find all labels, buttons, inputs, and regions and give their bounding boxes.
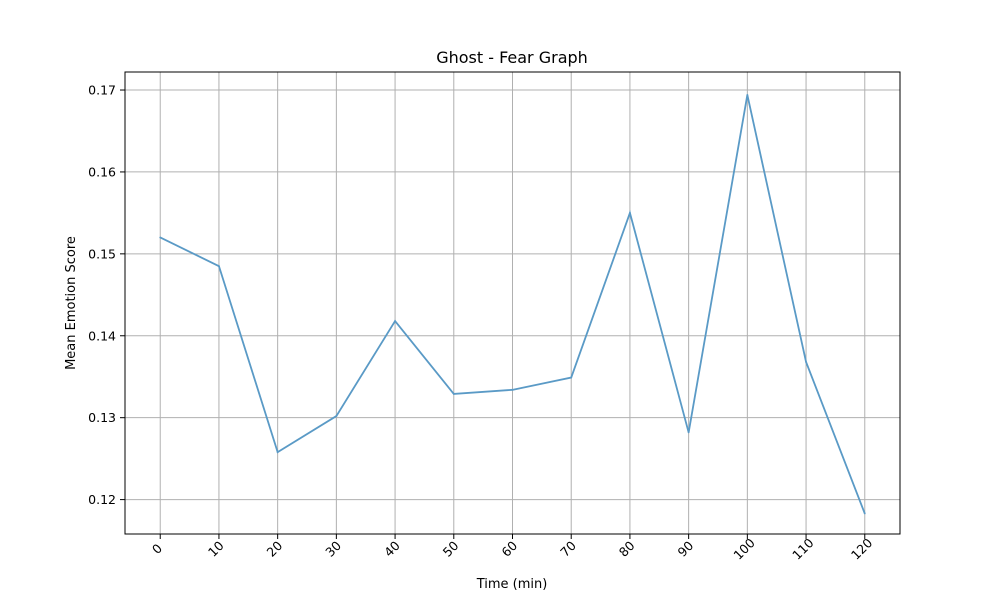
data-point	[159, 236, 162, 239]
data-point	[511, 388, 514, 391]
x-axis: 0 10 20 30 40 50 60 70 80 90 100 110 120	[149, 534, 875, 563]
y-axis-label: Mean Emotion Score	[64, 236, 79, 370]
data-point	[629, 211, 631, 214]
x-tick-label: 110	[789, 535, 817, 563]
data-point	[452, 393, 455, 395]
x-tick-label: 0	[149, 541, 165, 557]
data-point	[805, 361, 807, 363]
data-point	[218, 265, 220, 268]
data-point	[276, 451, 279, 453]
x-tick-label: 10	[205, 538, 227, 560]
x-tick-label: 100	[730, 535, 758, 563]
y-axis: 0.12 0.13 0.14 0.15 0.16 0.17	[88, 83, 125, 507]
y-tick-label: 0.14	[88, 328, 116, 343]
x-tick-label: 80	[616, 538, 638, 560]
data-point	[570, 376, 573, 379]
data-point	[335, 415, 338, 417]
y-tick-label: 0.15	[88, 246, 116, 261]
x-axis-label: Time (min)	[476, 577, 548, 592]
y-tick-label: 0.16	[88, 164, 116, 179]
y-tick-label: 0.13	[88, 410, 116, 425]
y-tick-label: 0.12	[88, 492, 116, 507]
data-point	[687, 431, 690, 434]
series-layer	[159, 94, 866, 515]
x-tick-label: 40	[381, 538, 403, 560]
x-tick-label: 20	[264, 538, 286, 560]
grid	[125, 72, 900, 534]
x-tick-label: 120	[848, 535, 876, 563]
chart-title: Ghost - Fear Graph	[436, 48, 588, 67]
data-point	[394, 320, 396, 322]
x-tick-label: 90	[675, 538, 697, 560]
x-tick-label: 50	[440, 538, 462, 560]
y-tick-label: 0.17	[88, 83, 116, 98]
x-tick-label: 60	[498, 538, 520, 560]
x-tick-label: 70	[557, 538, 579, 560]
data-point	[746, 94, 749, 96]
data-point	[863, 512, 866, 515]
x-tick-label: 30	[322, 538, 344, 560]
